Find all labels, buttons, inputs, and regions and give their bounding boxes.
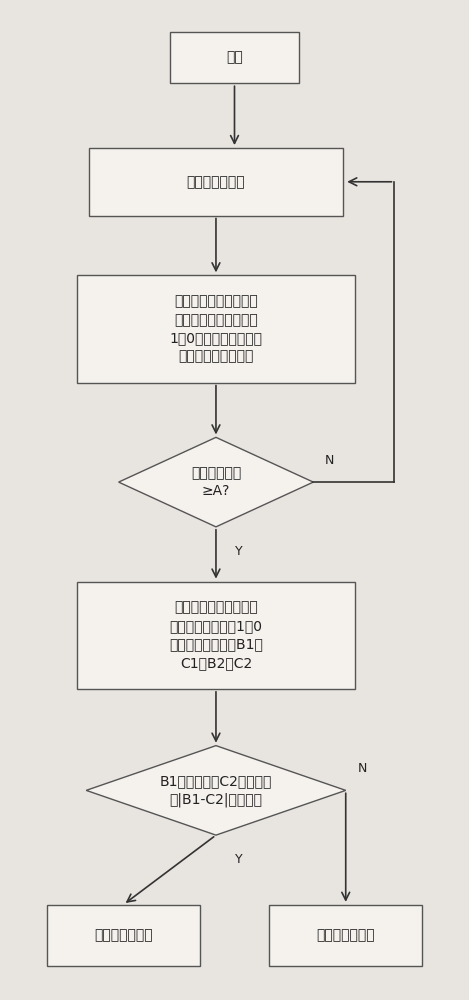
Bar — [170, 32, 299, 83]
Bar — [89, 148, 343, 216]
Text: 定时获取采样值: 定时获取采样值 — [187, 175, 245, 189]
Bar — [77, 275, 355, 383]
Bar — [47, 905, 200, 966]
Text: 交流电输出正常: 交流电输出正常 — [317, 929, 375, 943]
Text: 按位读取第一、第二存
储单元并分别统计1和0
的个数，分别记为B1、
C1、B2和C2: 按位读取第一、第二存 储单元并分别统计1和0 的个数，分别记为B1、 C1、B2… — [169, 601, 263, 670]
Text: N: N — [325, 454, 334, 467]
Text: 开始: 开始 — [226, 50, 243, 64]
Text: Y: Y — [234, 853, 242, 866]
Polygon shape — [119, 437, 313, 527]
Polygon shape — [86, 746, 346, 835]
Bar — [77, 582, 355, 689]
Text: N: N — [357, 762, 367, 775]
Text: 采样个数是否
≥A?: 采样个数是否 ≥A? — [191, 466, 241, 498]
Text: 将采样值与第一、第二
基准值分别比较转换为
1或0并分别按位存储于
第一、第二存储单元: 将采样值与第一、第二 基准值分别比较转换为 1或0并分别按位存储于 第一、第二存… — [169, 294, 263, 364]
Text: 交流电输出失效: 交流电输出失效 — [94, 929, 152, 943]
Bar — [269, 905, 422, 966]
Text: B1小于阈值或C2小于阈值
或|B1-C2|大于阈值: B1小于阈值或C2小于阈值 或|B1-C2|大于阈值 — [160, 774, 272, 807]
Text: Y: Y — [234, 545, 242, 558]
